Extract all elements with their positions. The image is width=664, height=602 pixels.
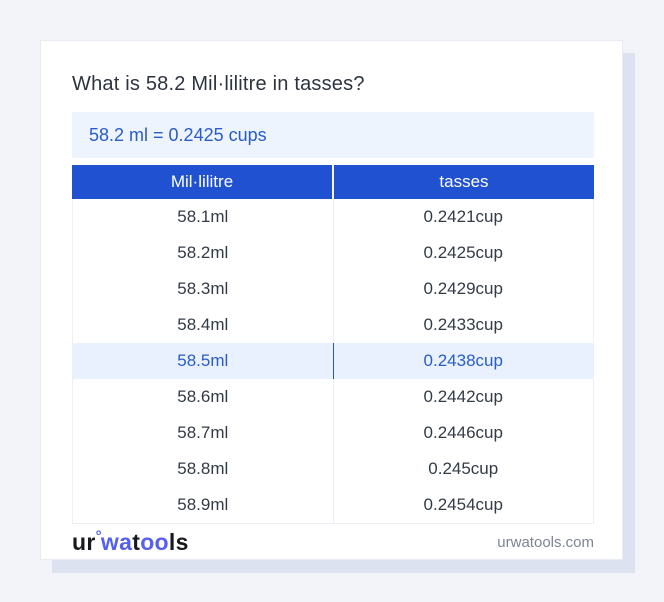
ml-cell: 58.6ml	[177, 387, 229, 406]
conversion-result-box: 58.2 ml = 0.2425 cups	[72, 112, 594, 158]
ml-cell: 58.8ml	[177, 459, 229, 478]
table-row: 58.4ml 0.2433cup	[73, 307, 593, 343]
table-row: 58.8ml 0.245cup	[73, 451, 593, 487]
table-row: 58.3ml 0.2429cup	[73, 271, 593, 307]
table-row: 58.7ml 0.2446cup	[73, 415, 593, 451]
ml-cell: 58.1ml	[177, 207, 229, 226]
logo-part-ls: ls	[168, 529, 189, 555]
table-row: 58.9ml 0.2454cup	[73, 487, 593, 523]
cup-cell: 0.2421cup	[332, 199, 594, 235]
logo-part-ur: ur	[72, 529, 96, 555]
cup-cell: 0.2454cup	[332, 487, 594, 523]
logo-part-oo: oo	[140, 529, 169, 555]
logo-ring-icon: °	[95, 528, 102, 545]
page-title: What is 58.2 Mil·lilitre in tasses?	[72, 73, 365, 95]
conversion-result-text: 58.2 ml = 0.2425 cups	[89, 124, 267, 145]
card-footer: ur°watools urwatools.com	[72, 524, 594, 561]
site-domain-text: urwatools.com	[497, 534, 594, 551]
converter-card: What is 58.2 Mil·lilitre in tasses? 58.2…	[40, 40, 623, 560]
table-row: 58.1ml 0.2421cup	[73, 199, 593, 235]
cup-cell: 0.2442cup	[332, 379, 594, 415]
cup-cell: 0.2438cup	[332, 343, 594, 379]
table-header-row: Mil·lilitre tasses	[72, 165, 594, 199]
logo-part-t: t	[132, 529, 141, 555]
table-row: 58.2ml 0.2425cup	[73, 235, 593, 271]
cup-cell: 0.2446cup	[332, 415, 594, 451]
table-row: 58.6ml 0.2442cup	[73, 379, 593, 415]
ml-cell: 58.3ml	[177, 279, 229, 298]
table-header-tasses: tasses	[332, 165, 594, 199]
ml-cell: 58.4ml	[177, 315, 229, 334]
cup-cell: 0.245cup	[332, 451, 594, 487]
urwatools-logo[interactable]: ur°watools	[72, 528, 189, 555]
table-header-millilitre: Mil·lilitre	[170, 172, 234, 191]
ml-cell: 58.9ml	[177, 495, 229, 514]
conversion-table: Mil·lilitre tasses 58.1ml 0.2421cup 58.2…	[72, 165, 594, 524]
cup-cell: 0.2425cup	[332, 235, 594, 271]
ml-cell: 58.2ml	[177, 243, 229, 262]
cup-cell: 0.2429cup	[332, 271, 594, 307]
ml-cell: 58.7ml	[177, 423, 229, 442]
cup-cell: 0.2433cup	[332, 307, 594, 343]
ml-cell: 58.5ml	[177, 351, 229, 370]
table-row-highlighted[interactable]: 58.5ml 0.2438cup	[73, 343, 593, 379]
table-body: 58.1ml 0.2421cup 58.2ml 0.2425cup 58.3ml…	[72, 199, 594, 524]
logo-part-wa: wa	[100, 529, 133, 555]
